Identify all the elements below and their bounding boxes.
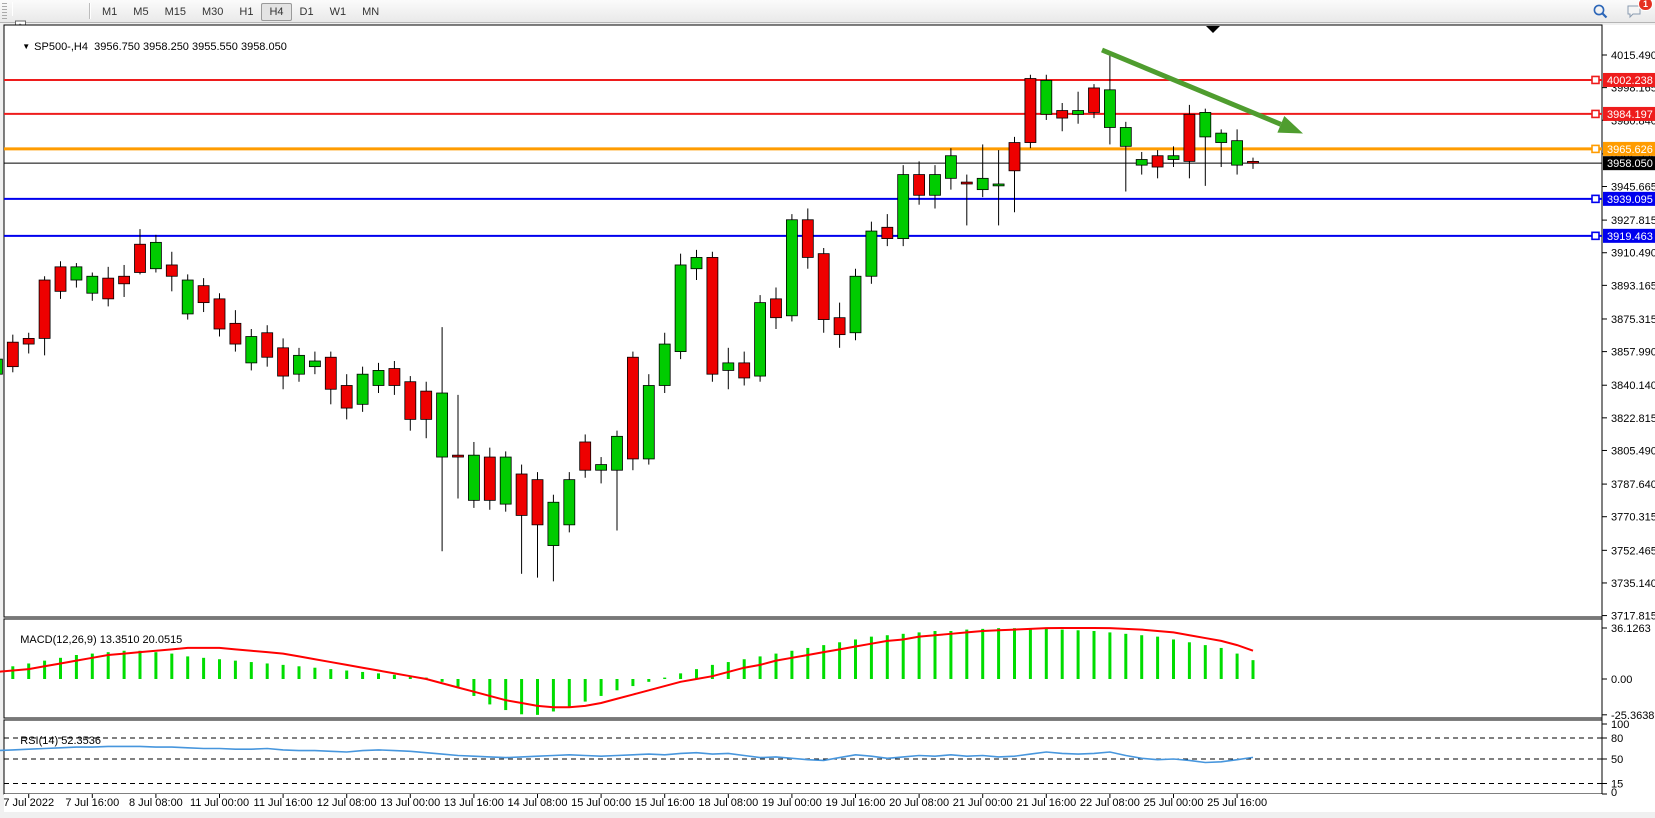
svg-text:13 Jul 00:00: 13 Jul 00:00	[380, 797, 440, 809]
svg-text:50: 50	[1611, 754, 1623, 766]
svg-text:11 Jul 16:00: 11 Jul 16:00	[254, 797, 313, 809]
timeframe-h1-button[interactable]: H1	[239, 6, 254, 18]
svg-text:0.00: 0.00	[1611, 674, 1632, 686]
bar-low: 3955.550	[192, 41, 238, 53]
svg-text:22 Jul 08:00: 22 Jul 08:00	[1080, 797, 1140, 809]
svg-text:21 Jul 00:00: 21 Jul 00:00	[953, 797, 1013, 809]
svg-text:3965.626: 3965.626	[1607, 144, 1653, 156]
svg-text:13 Jul 16:00: 13 Jul 16:00	[444, 797, 504, 809]
svg-text:7 Jul 16:00: 7 Jul 16:00	[65, 797, 119, 809]
timeframe-w1-button[interactable]: W1	[329, 6, 347, 18]
svg-text:19 Jul 16:00: 19 Jul 16:00	[826, 797, 886, 809]
svg-text:25 Jul 16:00: 25 Jul 16:00	[1207, 797, 1267, 809]
timeframe-toolbar: M1 M5 M15 M30 H1 H4 D1 W1 MN	[94, 3, 387, 21]
svg-text:80: 80	[1611, 733, 1623, 745]
collapse-icon[interactable]: ▼	[22, 42, 31, 51]
svg-text:3717.815: 3717.815	[1611, 611, 1655, 623]
toolbar-drag-handle[interactable]	[2, 3, 7, 19]
svg-text:7 Jul 2022: 7 Jul 2022	[3, 797, 54, 809]
timeframe-mn-button[interactable]: MN	[362, 6, 380, 18]
toolbar-right: 1	[1587, 0, 1655, 21]
svg-text:14 Jul 08:00: 14 Jul 08:00	[508, 797, 568, 809]
svg-text:3939.095: 3939.095	[1607, 194, 1653, 206]
svg-text:20 Jul 08:00: 20 Jul 08:00	[889, 797, 949, 809]
search-button[interactable]	[1587, 1, 1613, 21]
svg-text:12 Jul 08:00: 12 Jul 08:00	[317, 797, 377, 809]
svg-text:19 Jul 00:00: 19 Jul 00:00	[762, 797, 822, 809]
timeframe-m30-button[interactable]: M30	[201, 6, 224, 18]
svg-text:3984.197: 3984.197	[1607, 109, 1653, 121]
svg-text:3958.050: 3958.050	[1607, 158, 1653, 170]
svg-text:8 Jul 08:00: 8 Jul 08:00	[129, 797, 183, 809]
rsi-indicator-label: RSI(14) 52.3536	[20, 735, 101, 747]
svg-text:15 Jul 16:00: 15 Jul 16:00	[635, 797, 695, 809]
timeframe-m1-button[interactable]: M1	[102, 6, 118, 18]
svg-text:-25.3638: -25.3638	[1611, 710, 1654, 722]
svg-text:3893.165: 3893.165	[1611, 280, 1655, 292]
svg-text:3919.463: 3919.463	[1607, 231, 1653, 243]
svg-text:3927.815: 3927.815	[1611, 215, 1655, 227]
svg-text:3875.315: 3875.315	[1611, 314, 1655, 326]
svg-text:3822.815: 3822.815	[1611, 413, 1655, 425]
svg-text:11 Jul 00:00: 11 Jul 00:00	[190, 797, 249, 809]
timeframe-h4-button[interactable]: H4	[261, 3, 292, 21]
svg-text:18 Jul 08:00: 18 Jul 08:00	[698, 797, 758, 809]
macd-indicator-label: MACD(12,26,9) 13.3510 20.0515	[20, 634, 183, 646]
svg-text:3857.990: 3857.990	[1611, 347, 1655, 359]
svg-text:36.1263: 36.1263	[1611, 623, 1651, 635]
svg-text:3945.665: 3945.665	[1611, 181, 1655, 193]
svg-text:0: 0	[1611, 787, 1617, 799]
timeframe-m5-button[interactable]: M5	[133, 6, 149, 18]
svg-text:25 Jul 00:00: 25 Jul 00:00	[1144, 797, 1204, 809]
svg-text:3752.465: 3752.465	[1611, 545, 1655, 557]
notification-badge: 1	[1637, 0, 1653, 11]
svg-text:100: 100	[1611, 719, 1629, 731]
svg-text:15 Jul 00:00: 15 Jul 00:00	[571, 797, 631, 809]
svg-text:21 Jul 16:00: 21 Jul 16:00	[1016, 797, 1076, 809]
bar-open: 3956.750	[94, 41, 140, 53]
svg-text:3805.490: 3805.490	[1611, 445, 1655, 457]
svg-text:4002.238: 4002.238	[1607, 75, 1653, 87]
bar-close: 3958.050	[240, 41, 287, 53]
timeframe-d1-button[interactable]: D1	[299, 6, 314, 18]
symbol-period: SP500-,H4	[34, 41, 88, 53]
svg-text:4015.490: 4015.490	[1611, 50, 1655, 62]
svg-text:15: 15	[1611, 779, 1623, 791]
timeframe-m15-button[interactable]: M15	[164, 6, 186, 18]
svg-text:3735.140: 3735.140	[1611, 578, 1655, 590]
svg-text:3840.140: 3840.140	[1611, 380, 1655, 392]
chart-header: ▼ SP500-,H4 3956.750 3958.250 3955.550 39…	[10, 29, 287, 65]
svg-text:3770.315: 3770.315	[1611, 512, 1655, 524]
svg-text:3787.640: 3787.640	[1611, 479, 1655, 491]
search-icon	[1593, 4, 1608, 19]
bar-high: 3958.250	[143, 41, 189, 53]
svg-text:3910.490: 3910.490	[1611, 248, 1655, 260]
notifications-button[interactable]: 1	[1621, 0, 1653, 21]
